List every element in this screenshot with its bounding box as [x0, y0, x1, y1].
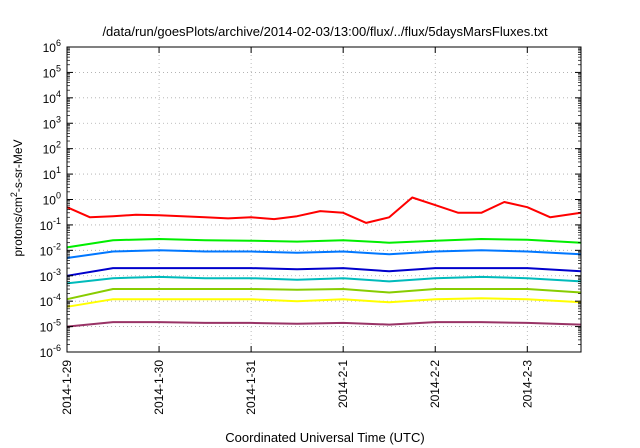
- chart-title: /data/run/goesPlots/archive/2014-02-03/1…: [102, 24, 548, 39]
- x-tick-label: 2014-2-1: [336, 360, 350, 408]
- grid-lines: [66, 47, 581, 352]
- y-tick-label: 10-2: [40, 241, 61, 258]
- x-tick-label: 2014-1-31: [244, 360, 258, 415]
- y-tick-label: 10-3: [40, 267, 61, 284]
- x-axis-ticks: 2014-1-29 2014-1-30 2014-1-31 2014-2-1 2014-…: [60, 47, 534, 415]
- y-tick-label: 104: [43, 89, 61, 106]
- y-tick-label: 101: [43, 165, 61, 182]
- y-tick-label: 10-4: [40, 292, 61, 309]
- y-tick-label: 10-1: [40, 216, 61, 233]
- y-tick-label: 102: [43, 140, 61, 157]
- x-tick-label: 2014-2-2: [428, 360, 442, 408]
- y-axis-label-sup: 2: [9, 192, 19, 197]
- y-axis-label-suffix: -s-sr-MeV: [11, 139, 25, 192]
- series-line-8: [66, 321, 582, 328]
- series-line-5: [66, 275, 582, 285]
- y-tick-label: 10-6: [40, 343, 61, 360]
- y-axis-label-prefix: protons/cm: [11, 197, 25, 256]
- x-tick-label: 2014-1-30: [152, 360, 166, 415]
- series-line-6: [66, 288, 582, 301]
- x-axis-label: Coordinated Universal Time (UTC): [225, 430, 424, 445]
- series-layer: [66, 196, 582, 328]
- x-tick-label: 2014-1-29: [60, 360, 74, 415]
- y-axis-ticks: 10-6 10-5 10-4 10-3 10-2 10-1 100 101 102 103 104 1…: [40, 38, 581, 360]
- y-tick-label: 103: [43, 114, 61, 131]
- x-tick-label: 2014-2-3: [520, 360, 534, 408]
- y-axis-label: protons/cm2-s-sr-MeV: [9, 139, 25, 256]
- y-tick-label: 105: [43, 63, 61, 80]
- series-line-3: [66, 249, 582, 259]
- series-line-7: [66, 297, 582, 308]
- y-tick-label: 100: [43, 191, 61, 208]
- series-line-2: [66, 238, 582, 249]
- series-line-1: [66, 196, 582, 224]
- series-line-4: [66, 267, 582, 277]
- y-tick-label: 106: [43, 38, 61, 55]
- y-tick-label: 10-5: [40, 318, 61, 335]
